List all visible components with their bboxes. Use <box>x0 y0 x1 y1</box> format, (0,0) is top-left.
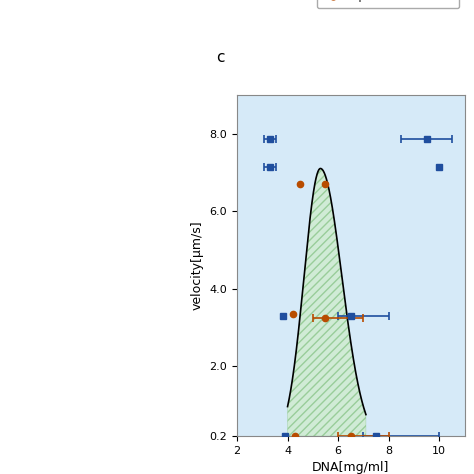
Legend: no kinesin bound D, 3μM kinesin bound: no kinesin bound D, 3μM kinesin bound <box>317 0 459 8</box>
Y-axis label: velocity[μm/s]: velocity[μm/s] <box>191 220 204 310</box>
X-axis label: DNA[mg/ml]: DNA[mg/ml] <box>312 461 390 474</box>
Text: c: c <box>216 50 224 65</box>
